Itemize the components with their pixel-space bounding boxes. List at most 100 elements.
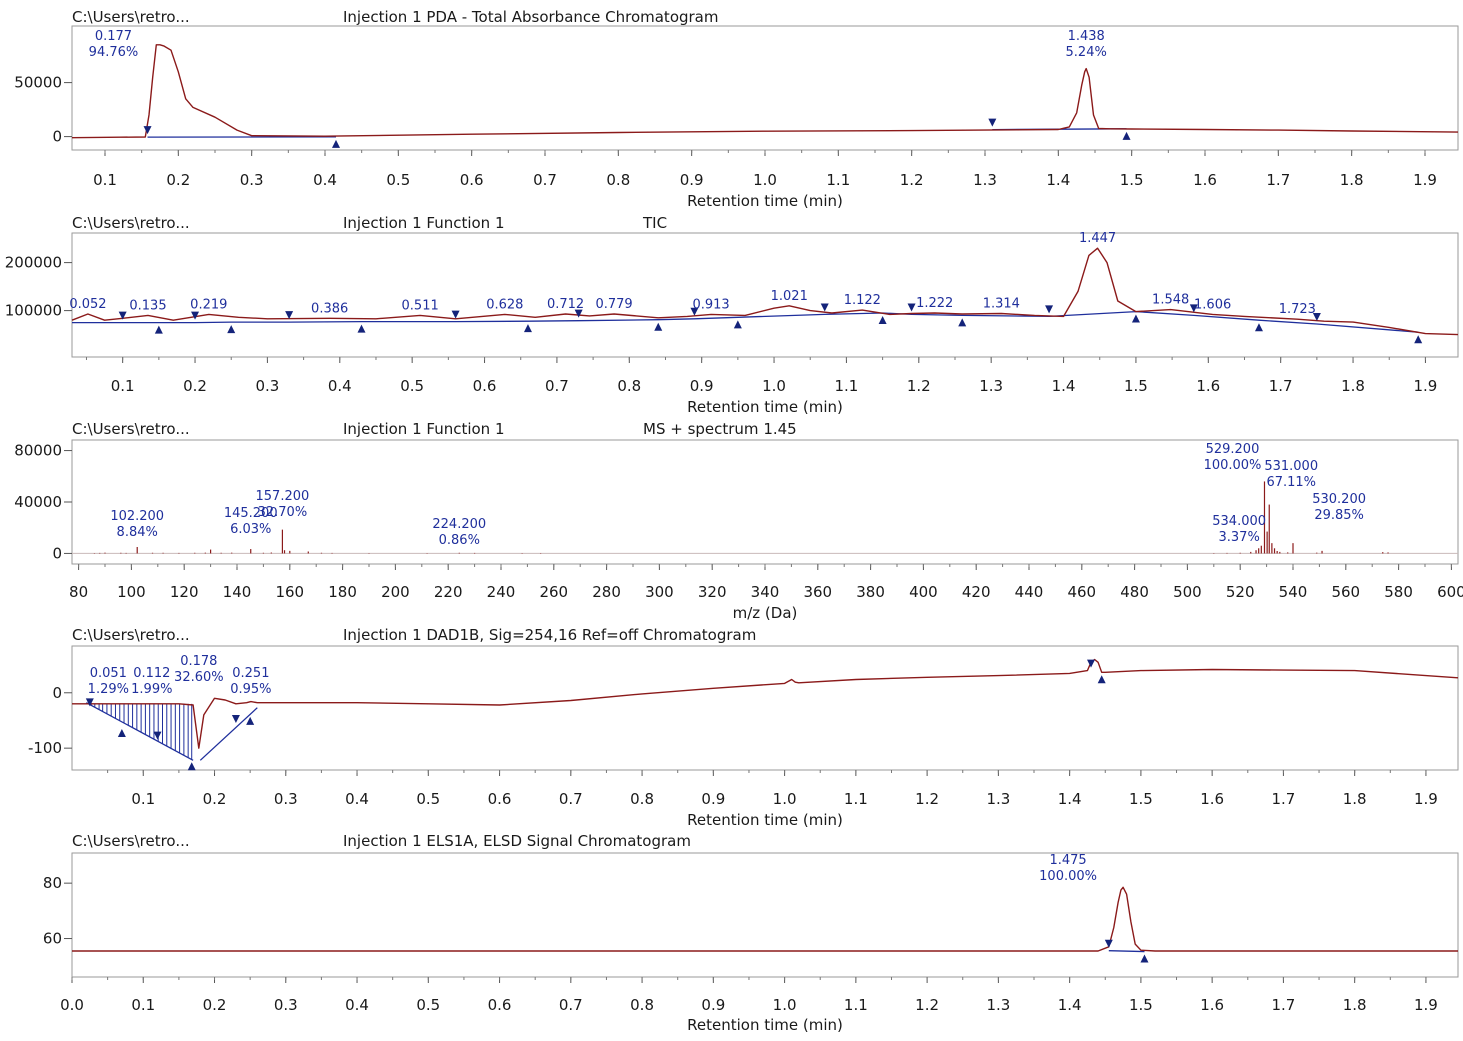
x-axis-label: Retention time (min) — [687, 1016, 843, 1034]
peak-percent-label: 94.76% — [89, 45, 139, 60]
peak-label: 0.779 — [595, 297, 632, 312]
x-tick-label: 540 — [1279, 583, 1308, 601]
x-tick-label: 220 — [434, 583, 463, 601]
y-tick-label: 80000 — [14, 442, 62, 460]
x-tick-label: 0.1 — [131, 996, 155, 1014]
peak-label: 529.200 — [1206, 442, 1260, 457]
integration-baseline — [200, 708, 257, 761]
x-tick-label: 0.3 — [274, 790, 298, 808]
peak-label: 102.200 — [110, 509, 164, 524]
x-tick-label: 460 — [1067, 583, 1096, 601]
x-tick-label: 0.2 — [203, 790, 227, 808]
x-tick-label: 0.6 — [488, 996, 512, 1014]
x-tick-label: 1.2 — [900, 171, 924, 189]
x-tick-label: 0.1 — [111, 377, 135, 395]
x-tick-label: 0.3 — [240, 171, 264, 189]
x-tick-label: 560 — [1331, 583, 1360, 601]
x-tick-label: 0.8 — [630, 996, 654, 1014]
x-tick-label: 0.7 — [533, 171, 557, 189]
x-tick-label: 600 — [1437, 583, 1463, 601]
panel-dad: C:\Users\retro... Injection 1 DAD1B, Sig… — [28, 626, 1458, 829]
x-tick-label: 1.3 — [979, 377, 1003, 395]
x-tick-label: 1.4 — [1058, 790, 1082, 808]
peak-percent-label: 5.24% — [1066, 45, 1107, 60]
panel-path: C:\Users\retro... — [72, 214, 190, 232]
x-tick-label: 80 — [69, 583, 88, 601]
x-tick-label: 1.4 — [1058, 996, 1082, 1014]
x-tick-label: 1.6 — [1200, 790, 1224, 808]
peak-boundary-marker — [654, 323, 662, 331]
plot-frame — [72, 853, 1458, 977]
peak-label: 0.913 — [692, 297, 729, 312]
peak-percent-label: 1.29% — [88, 682, 129, 697]
peak-label: 1.475 — [1049, 853, 1086, 868]
peak-label: 530.200 — [1312, 492, 1366, 507]
x-tick-label: 360 — [803, 583, 832, 601]
panel-path: C:\Users\retro... — [72, 420, 190, 438]
x-tick-label: 0.8 — [606, 171, 630, 189]
x-tick-label: 1.1 — [826, 171, 850, 189]
y-tick-label: 0 — [52, 128, 62, 146]
x-tick-label: 0.4 — [313, 171, 337, 189]
peak-boundary-marker — [1123, 132, 1131, 140]
x-axis-label: Retention time (min) — [687, 192, 843, 210]
peak-label: 0.178 — [180, 654, 217, 669]
x-tick-label: 480 — [1120, 583, 1149, 601]
peak-boundary-marker — [144, 126, 152, 134]
y-tick-label: 0 — [52, 544, 62, 562]
x-tick-label: 140 — [223, 583, 252, 601]
panel-tic: C:\Users\retro... Injection 1 Function 1… — [5, 214, 1458, 416]
x-tick-label: 420 — [962, 583, 991, 601]
y-tick-label: 100000 — [5, 302, 62, 320]
x-tick-label: 1.2 — [915, 996, 939, 1014]
peak-label: 1.021 — [771, 289, 808, 304]
x-tick-label: 0.1 — [93, 171, 117, 189]
x-tick-label: 100 — [117, 583, 146, 601]
x-tick-label: 0.8 — [617, 377, 641, 395]
peak-boundary-marker — [734, 320, 742, 328]
peak-boundary-marker — [879, 316, 887, 324]
peak-label: 224.200 — [432, 517, 486, 532]
peak-boundary-marker — [1132, 315, 1140, 323]
chart-title: Injection 1 ELS1A, ELSD Signal Chromatog… — [343, 832, 691, 850]
peak-label: 1.122 — [844, 293, 881, 308]
x-tick-label: 1.1 — [844, 996, 868, 1014]
chart-title: Injection 1 Function 1 — [343, 214, 505, 232]
peak-boundary-marker — [232, 715, 240, 723]
peak-boundary-marker — [1105, 940, 1113, 948]
x-tick-label: 1.5 — [1129, 790, 1153, 808]
peak-percent-label: 100.00% — [1039, 869, 1097, 884]
x-tick-label: 0.8 — [630, 790, 654, 808]
y-tick-label: 40000 — [14, 493, 62, 511]
peak-label: 1.438 — [1068, 29, 1105, 44]
peak-label: 0.219 — [190, 297, 227, 312]
x-tick-label: 320 — [698, 583, 727, 601]
peak-percent-label: 67.11% — [1266, 475, 1316, 490]
x-tick-label: 1.9 — [1414, 996, 1438, 1014]
peak-percent-label: 32.60% — [174, 670, 224, 685]
y-tick-label: 60 — [43, 930, 62, 948]
x-tick-label: 1.4 — [1052, 377, 1076, 395]
peak-percent-label: 8.84% — [117, 525, 158, 540]
x-tick-label: 0.9 — [701, 790, 725, 808]
x-tick-label: 0.9 — [701, 996, 725, 1014]
x-tick-label: 1.8 — [1343, 790, 1367, 808]
peak-boundary-marker — [118, 729, 126, 737]
x-tick-label: 580 — [1384, 583, 1413, 601]
x-tick-label: 300 — [645, 583, 674, 601]
x-tick-label: 240 — [487, 583, 516, 601]
x-tick-label: 0.1 — [131, 790, 155, 808]
panel-path: C:\Users\retro... — [72, 626, 190, 644]
x-tick-label: 1.5 — [1129, 996, 1153, 1014]
x-axis-label: Retention time (min) — [687, 398, 843, 416]
x-tick-label: 1.3 — [986, 790, 1010, 808]
peak-label: 0.511 — [402, 298, 439, 313]
x-tick-label: 1.8 — [1341, 377, 1365, 395]
peak-label: 0.051 — [90, 666, 127, 681]
x-tick-label: 1.9 — [1414, 790, 1438, 808]
chart-title: Injection 1 Function 1 — [343, 420, 505, 438]
x-tick-label: 0.6 — [460, 171, 484, 189]
plot-frame — [72, 233, 1458, 357]
x-tick-label: 1.7 — [1269, 377, 1293, 395]
x-tick-label: 1.9 — [1414, 377, 1438, 395]
